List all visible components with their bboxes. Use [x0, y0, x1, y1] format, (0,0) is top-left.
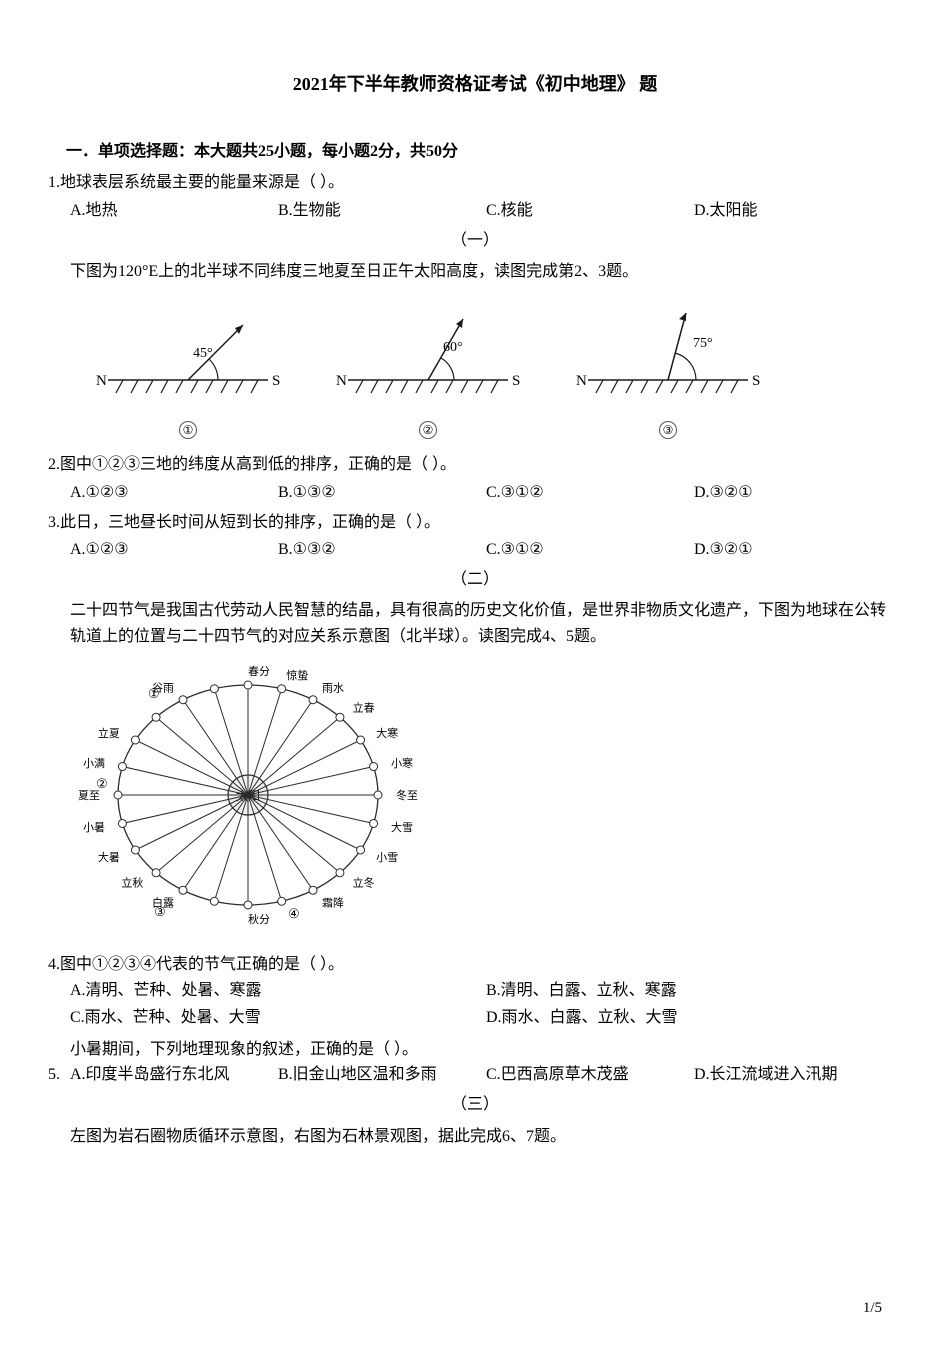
orbit-diagram: 太阳 ① ② ③ ④ 春分惊蛰雨水立春大寒小寒冬至大雪小雪立冬霜降秋分白露立秋大… — [78, 660, 902, 939]
sun-diagram-2: 60° N S ② — [328, 295, 528, 443]
q4-num: 4. — [48, 956, 60, 973]
svg-text:立夏: 立夏 — [98, 726, 120, 740]
orbit-svg: 太阳 ① ② ③ ④ 春分惊蛰雨水立春大寒小寒冬至大雪小雪立冬霜降秋分白露立秋大… — [78, 660, 418, 930]
svg-text:立春: 立春 — [353, 700, 375, 714]
dir-s-2: S — [512, 373, 520, 389]
question-2: 2.图中①②③三地的纬度从高到低的排序，正确的是（ ）。 A.①②③ B.①③②… — [48, 452, 902, 505]
q1-num: 1. — [48, 174, 60, 191]
svg-text:立冬: 立冬 — [353, 875, 375, 889]
diagram-label-3: ③ — [659, 421, 677, 439]
diagram-label-2: ② — [419, 421, 437, 439]
dir-n-3: N — [576, 373, 587, 389]
sun-diagram-1: 45° N S ① — [88, 295, 288, 443]
q3-options: A.①②③ B.①③② C.③①② D.③②① — [70, 537, 902, 563]
svg-text:大寒: 大寒 — [376, 726, 398, 740]
q3-num: 3. — [48, 514, 60, 531]
sun-svg-2: 60° N S — [328, 295, 528, 405]
angle-label-2: 60° — [443, 340, 463, 355]
angle-label-1: 45° — [193, 346, 213, 361]
q1-stem-text: 地球表层系统最主要的能量来源是（ ）。 — [60, 174, 344, 191]
group-1-label: （一） — [48, 228, 902, 254]
svg-text:雨水: 雨水 — [322, 681, 344, 694]
svg-text:大雪: 大雪 — [391, 820, 413, 834]
svg-text:小寒: 小寒 — [391, 755, 413, 769]
q1-stem: 1.地球表层系统最主要的能量来源是（ ）。 — [48, 174, 344, 191]
svg-text:白露: 白露 — [152, 895, 174, 909]
sun-diagram-3: 75° N S ③ — [568, 295, 768, 443]
q4-stem: 图中①②③④代表的节气正确的是（ ）。 — [60, 956, 344, 973]
q5-opt-b: B.旧金山地区温和多雨 — [278, 1062, 486, 1088]
q4-opt-c: C.雨水、芒种、处暑、大雪 — [70, 1005, 486, 1031]
svg-text:夏至: 夏至 — [78, 789, 100, 802]
q2-opt-c: C.③①② — [486, 480, 694, 506]
svg-text:冬至: 冬至 — [396, 788, 418, 802]
dir-n-1: N — [96, 373, 107, 389]
q2-opt-d: D.③②① — [694, 480, 902, 506]
q1-opt-d: D.太阳能 — [694, 198, 902, 224]
dir-s-1: S — [272, 373, 280, 389]
page-number: 1/5 — [863, 1296, 882, 1320]
svg-text:大暑: 大暑 — [98, 850, 120, 864]
svg-text:小雪: 小雪 — [376, 851, 398, 864]
q5-pre-stem: 小暑期间，下列地理现象的叙述，正确的是（ ）。 — [70, 1037, 902, 1063]
q2-stem: 图中①②③三地的纬度从高到低的排序，正确的是（ ）。 — [60, 456, 456, 473]
angle-label-3: 75° — [693, 336, 713, 351]
q2-num: 2. — [48, 456, 60, 473]
passage-2: 二十四节气是我国古代劳动人民智慧的结晶，具有很高的历史文化价值，是世界非物质文化… — [70, 598, 892, 649]
q1-options: A.地热 B.生物能 C.核能 D.太阳能 — [70, 198, 902, 224]
dir-s-3: S — [752, 373, 760, 389]
orbit-marker-4: ④ — [288, 906, 300, 921]
q5-opt-d: D.长江流域进入汛期 — [694, 1062, 902, 1088]
q3-opt-b: B.①③② — [278, 537, 486, 563]
q4-options: A.清明、芒种、处暑、寒露 B.清明、白露、立秋、寒露 C.雨水、芒种、处暑、大… — [70, 978, 902, 1033]
q3-stem: 此日，三地昼长时间从短到长的排序，正确的是（ ）。 — [60, 514, 440, 531]
svg-text:霜降: 霜降 — [322, 895, 344, 909]
question-1: 1.地球表层系统最主要的能量来源是（ ）。 A.地热 B.生物能 C.核能 D.… — [48, 170, 902, 223]
svg-text:谷雨: 谷雨 — [152, 681, 174, 694]
q5-opt-a: A.印度半岛盛行东北风 — [70, 1062, 278, 1088]
svg-text:立秋: 立秋 — [121, 875, 143, 889]
svg-text:惊蛰: 惊蛰 — [286, 668, 308, 682]
q4-opt-d: D.雨水、白露、立秋、大雪 — [486, 1005, 902, 1031]
sun-svg-3: 75° N S — [568, 295, 768, 405]
q2-opt-b: B.①③② — [278, 480, 486, 506]
q5-num: 5. — [48, 1062, 70, 1088]
q2-opt-a: A.①②③ — [70, 480, 278, 506]
sun-angle-diagrams: 45° N S ① 60° N S ② — [88, 295, 902, 443]
q3-opt-c: C.③①② — [486, 537, 694, 563]
orbit-marker-2: ② — [96, 776, 108, 791]
q1-opt-a: A.地热 — [70, 198, 278, 224]
question-3: 3.此日，三地昼长时间从短到长的排序，正确的是（ ）。 A.①②③ B.①③② … — [48, 510, 902, 563]
q3-opt-a: A.①②③ — [70, 537, 278, 563]
section-1-header: 一．单项选择题：本大题共25小题，每小题2分，共50分 — [66, 139, 902, 165]
question-4: 4.图中①②③④代表的节气正确的是（ ）。 A.清明、芒种、处暑、寒露 B.清明… — [48, 952, 902, 1033]
question-5: 5. A.印度半岛盛行东北风 B.旧金山地区温和多雨 C.巴西高原草木茂盛 D.… — [48, 1062, 902, 1088]
diagram-label-1: ① — [179, 421, 197, 439]
q5-options: A.印度半岛盛行东北风 B.旧金山地区温和多雨 C.巴西高原草木茂盛 D.长江流… — [70, 1062, 902, 1088]
q1-opt-c: C.核能 — [486, 198, 694, 224]
svg-text:春分: 春分 — [248, 665, 270, 678]
dir-n-2: N — [336, 373, 347, 389]
svg-text:小暑: 小暑 — [83, 821, 105, 834]
exam-title: 2021年下半年教师资格证考试《初中地理》 题 — [48, 70, 902, 99]
q4-opt-a: A.清明、芒种、处暑、寒露 — [70, 978, 486, 1004]
q5-opt-c: C.巴西高原草木茂盛 — [486, 1062, 694, 1088]
svg-text:秋分: 秋分 — [248, 912, 270, 926]
group-2-label: （二） — [48, 567, 902, 593]
group-3-label: （三） — [48, 1092, 902, 1118]
q4-opt-b: B.清明、白露、立秋、寒露 — [486, 978, 902, 1004]
passage-1: 下图为120°E上的北半球不同纬度三地夏至日正午太阳高度，读图完成第2、3题。 — [70, 259, 892, 285]
q2-options: A.①②③ B.①③② C.③①② D.③②① — [70, 480, 902, 506]
q3-opt-d: D.③②① — [694, 537, 902, 563]
svg-text:小满: 小满 — [83, 756, 105, 769]
passage-3: 左图为岩石圈物质循环示意图，右图为石林景观图，据此完成6、7题。 — [70, 1124, 892, 1150]
q1-opt-b: B.生物能 — [278, 198, 486, 224]
sun-svg-1: 45° N S — [88, 295, 288, 405]
